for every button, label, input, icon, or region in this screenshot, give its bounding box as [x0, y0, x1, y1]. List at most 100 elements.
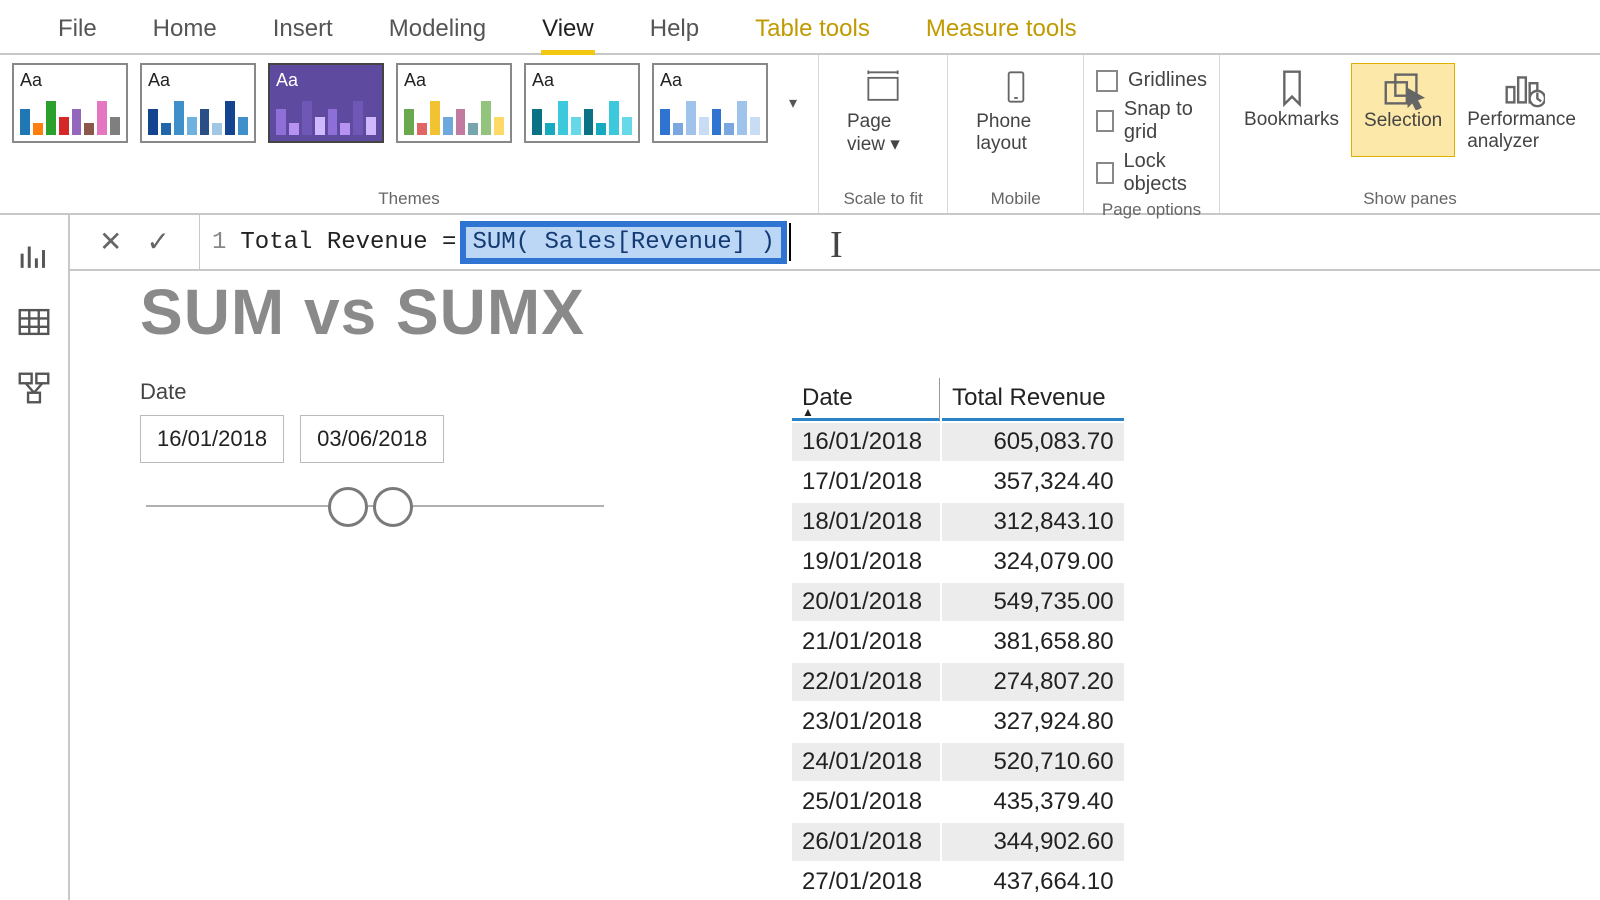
- ribbon-tab-modeling[interactable]: Modeling: [361, 7, 514, 53]
- table-row[interactable]: 16/01/2018605,083.70: [792, 423, 1124, 461]
- theme-thumb-2[interactable]: Aa: [268, 63, 384, 143]
- theme-thumb-4[interactable]: Aa: [524, 63, 640, 143]
- checkbox-icon: [1096, 162, 1114, 184]
- theme-bars-icon: [404, 95, 504, 135]
- lock-objects-checkbox[interactable]: Lock objects: [1096, 150, 1207, 196]
- cell-revenue: 327,924.80: [942, 703, 1123, 741]
- gridlines-label: Gridlines: [1128, 69, 1207, 92]
- column-header-date[interactable]: Date: [792, 378, 940, 421]
- formula-text[interactable]: 1 Total Revenue = SUM( Sales[Revenue] ): [200, 221, 791, 264]
- cell-date: 23/01/2018: [792, 703, 940, 741]
- report-canvas[interactable]: SUM vs SUMX Date 16/01/2018 03/06/2018 D…: [70, 271, 1600, 900]
- checkbox-icon: [1096, 110, 1114, 132]
- cell-date: 20/01/2018: [792, 583, 940, 621]
- gridlines-checkbox[interactable]: Gridlines: [1096, 69, 1207, 92]
- formula-line-number: 1: [212, 229, 226, 256]
- slicer-slider[interactable]: [146, 481, 604, 531]
- cell-date: 21/01/2018: [792, 623, 940, 661]
- selection-button[interactable]: Selection: [1351, 63, 1455, 157]
- ribbon-tab-table-tools[interactable]: Table tools: [727, 7, 898, 53]
- cell-date: 25/01/2018: [792, 783, 940, 821]
- show-panes-group-label: Show panes: [1232, 185, 1588, 209]
- theme-bars-icon: [532, 95, 632, 135]
- slider-handle-end[interactable]: [373, 487, 413, 527]
- revenue-table[interactable]: DateTotal Revenue 16/01/2018605,083.7017…: [790, 376, 1126, 900]
- ribbon-tab-measure-tools[interactable]: Measure tools: [898, 7, 1105, 53]
- themes-dropdown-button[interactable]: ▾: [780, 63, 806, 143]
- theme-thumb-1[interactable]: Aa: [140, 63, 256, 143]
- theme-sample-text: Aa: [660, 71, 760, 89]
- theme-bars-icon: [148, 95, 248, 135]
- table-row[interactable]: 18/01/2018312,843.10: [792, 503, 1124, 541]
- ribbon-tab-file[interactable]: File: [30, 7, 125, 53]
- cell-revenue: 324,079.00: [942, 543, 1123, 581]
- theme-sample-text: Aa: [20, 71, 120, 89]
- data-view-button[interactable]: [15, 303, 53, 341]
- theme-bars-icon: [20, 95, 120, 135]
- mobile-group: Phone layout Mobile: [948, 55, 1084, 213]
- formula-highlighted-selection: SUM( Sales[Revenue] ): [460, 221, 786, 264]
- table-row[interactable]: 21/01/2018381,658.80: [792, 623, 1124, 661]
- model-view-button[interactable]: [15, 369, 53, 407]
- ribbon-tab-insert[interactable]: Insert: [245, 7, 361, 53]
- phone-layout-button[interactable]: Phone layout: [960, 63, 1071, 159]
- table-row[interactable]: 27/01/2018437,664.10: [792, 863, 1124, 900]
- cell-revenue: 435,379.40: [942, 783, 1123, 821]
- cell-date: 18/01/2018: [792, 503, 940, 541]
- checkbox-icon: [1096, 70, 1118, 92]
- cell-revenue: 437,664.10: [942, 863, 1123, 900]
- cell-date: 16/01/2018: [792, 423, 940, 461]
- slider-handle-start[interactable]: [328, 487, 368, 527]
- formula-prefix: Total Revenue =: [240, 229, 456, 256]
- ribbon-tab-help[interactable]: Help: [622, 7, 727, 53]
- cell-revenue: 274,807.20: [942, 663, 1123, 701]
- table-row[interactable]: 24/01/2018520,710.60: [792, 743, 1124, 781]
- bookmarks-button[interactable]: Bookmarks: [1232, 63, 1351, 157]
- ribbon-tab-view[interactable]: View: [514, 7, 622, 53]
- table-row[interactable]: 26/01/2018344,902.60: [792, 823, 1124, 861]
- cell-revenue: 344,902.60: [942, 823, 1123, 861]
- cell-revenue: 312,843.10: [942, 503, 1123, 541]
- cell-revenue: 520,710.60: [942, 743, 1123, 781]
- theme-thumb-3[interactable]: Aa: [396, 63, 512, 143]
- formula-bar[interactable]: ✕ ✓ 1 Total Revenue = SUM( Sales[Revenue…: [70, 215, 1600, 271]
- cell-date: 27/01/2018: [792, 863, 940, 900]
- date-slicer[interactable]: Date 16/01/2018 03/06/2018: [140, 379, 610, 531]
- report-view-button[interactable]: [15, 237, 53, 275]
- themes-gallery: AaAaAaAaAaAa▾: [12, 63, 806, 143]
- theme-bars-icon: [660, 95, 760, 135]
- slicer-end-date[interactable]: 03/06/2018: [300, 415, 444, 463]
- cell-revenue: 381,658.80: [942, 623, 1123, 661]
- view-rail: [0, 215, 70, 900]
- theme-thumb-5[interactable]: Aa: [652, 63, 768, 143]
- table-row[interactable]: 25/01/2018435,379.40: [792, 783, 1124, 821]
- data-view-icon: [15, 303, 53, 341]
- phone-icon: [994, 67, 1038, 107]
- slicer-start-date[interactable]: 16/01/2018: [140, 415, 284, 463]
- performance-analyzer-button[interactable]: Performance analyzer: [1455, 63, 1588, 157]
- themes-group-label: Themes: [12, 185, 806, 209]
- table-row[interactable]: 22/01/2018274,807.20: [792, 663, 1124, 701]
- column-header-total-revenue[interactable]: Total Revenue: [942, 378, 1123, 421]
- theme-thumb-0[interactable]: Aa: [12, 63, 128, 143]
- table-row[interactable]: 23/01/2018327,924.80: [792, 703, 1124, 741]
- scale-group-label: Scale to fit: [831, 185, 935, 209]
- cell-revenue: 605,083.70: [942, 423, 1123, 461]
- show-panes-group: Bookmarks Selection P: [1220, 55, 1600, 213]
- page-view-button[interactable]: Page view ▾: [831, 63, 935, 160]
- commit-formula-button[interactable]: ✓: [147, 225, 170, 260]
- page-view-icon: [861, 67, 905, 107]
- table-row[interactable]: 20/01/2018549,735.00: [792, 583, 1124, 621]
- ribbon-tab-home[interactable]: Home: [125, 7, 245, 53]
- cell-revenue: 357,324.40: [942, 463, 1123, 501]
- themes-group: AaAaAaAaAaAa▾ Themes: [0, 55, 819, 213]
- mobile-group-label: Mobile: [960, 185, 1071, 209]
- table-row[interactable]: 19/01/2018324,079.00: [792, 543, 1124, 581]
- scale-group: Page view ▾ Scale to fit: [819, 55, 948, 213]
- table-row[interactable]: 17/01/2018357,324.40: [792, 463, 1124, 501]
- selection-label: Selection: [1364, 110, 1442, 132]
- cell-date: 22/01/2018: [792, 663, 940, 701]
- snap-to-grid-checkbox[interactable]: Snap to grid: [1096, 98, 1207, 144]
- cancel-formula-button[interactable]: ✕: [99, 225, 122, 260]
- cell-revenue: 549,735.00: [942, 583, 1123, 621]
